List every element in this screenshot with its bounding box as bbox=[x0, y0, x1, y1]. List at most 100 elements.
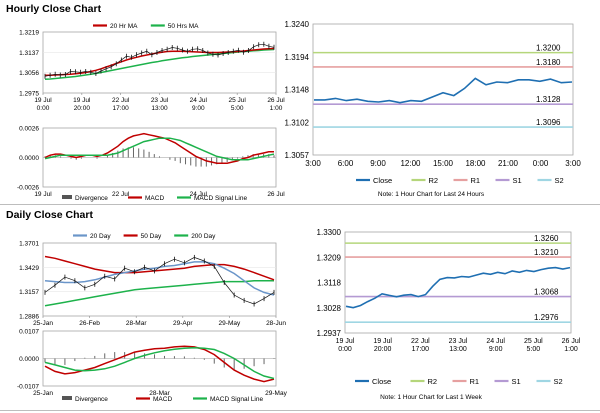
daily-macd-ytick-1: 0.0000 bbox=[19, 356, 39, 363]
hourly-price-legend-label-0: 20 Hr MA bbox=[110, 23, 138, 30]
daily-price-xtick-2: 28-Mar bbox=[126, 320, 147, 327]
hourly-detail-ytick-2: 1.3148 bbox=[285, 86, 310, 95]
hourly-macd-xtick-3: 26 Jul bbox=[267, 191, 285, 198]
daily-detail-ytick-2: 1.3118 bbox=[317, 279, 341, 288]
hourly-detail-xtick-0: 3:00 bbox=[305, 159, 321, 168]
hourly-detail-legend-label-0: Close bbox=[373, 176, 392, 185]
hourly-detail-close-line bbox=[314, 77, 573, 104]
daily-detail-ytick-3: 1.3028 bbox=[317, 304, 342, 313]
hourly-macd-legend-swatch-0 bbox=[62, 195, 72, 199]
hourly-price-close-line bbox=[44, 43, 275, 77]
daily-detail-xtick-time-2: 17:00 bbox=[412, 346, 430, 353]
daily-price-xtick-5: 28-Jun bbox=[266, 320, 286, 327]
daily-price-legend-label-2: 200 Day bbox=[191, 233, 216, 240]
hourly-detail-xtick-8: 3:00 bbox=[565, 159, 581, 168]
daily-detail-legend-label-4: S2 bbox=[554, 377, 563, 386]
hourly-macd-xtick-1: 22 Jul bbox=[112, 191, 130, 198]
daily-detail-close-line bbox=[345, 266, 571, 309]
daily-detail-xtick-time-0: 0:00 bbox=[338, 346, 352, 353]
daily-detail-xtick-time-5: 5:00 bbox=[527, 346, 541, 353]
bottom-divider bbox=[0, 410, 600, 411]
daily-detail-xtick-0: 19 Jul bbox=[336, 338, 355, 345]
hourly-detail-legend-label-4: S2 bbox=[555, 176, 564, 185]
hourly-price-ytick-0: 1.3219 bbox=[19, 30, 39, 37]
daily-macd-divergence-series bbox=[44, 352, 275, 371]
daily-macd-xtick-2: 29-May bbox=[265, 390, 287, 397]
daily-price-xtick-1: 26-Feb bbox=[79, 320, 100, 327]
hourly-detail-xtick-7: 0:00 bbox=[533, 159, 549, 168]
hourly-detail-legend-label-1: R2 bbox=[429, 176, 439, 185]
hourly-price-xtick-5: 25 Jul bbox=[228, 97, 246, 104]
daily-detail-xtick-5: 25 Jul bbox=[524, 338, 543, 345]
hourly-price-xtick-6: 26 Jul bbox=[267, 97, 285, 104]
hourly-macd-legend-label-2: MACD Signal Line bbox=[194, 195, 247, 202]
daily-price-xtick-3: 29-Apr bbox=[173, 320, 193, 327]
hourly-detail-xtick-6: 21:00 bbox=[498, 159, 519, 168]
hourly-macd-xtick-2: 24 Jul bbox=[190, 191, 208, 198]
daily-price-xtick-0: 25-Jan bbox=[33, 320, 53, 327]
hourly-detail-ytick-0: 1.3240 bbox=[285, 20, 310, 29]
hourly-detail-xtick-5: 18:00 bbox=[465, 159, 486, 168]
hourly-price-xtick-0: 19 Jul bbox=[34, 97, 52, 104]
hourly-macd-ytick-0: 0.0026 bbox=[19, 126, 39, 133]
daily-macd-signal-line bbox=[44, 346, 275, 380]
daily-detail-level-label-r2: 1.3260 bbox=[534, 234, 559, 243]
hourly-price-plot-area bbox=[42, 31, 277, 94]
daily-price-legend-label-1: 50 Day bbox=[141, 233, 162, 240]
hourly-detail-level-label-r2: 1.3200 bbox=[536, 44, 561, 53]
daily-macd-ytick-0: 0.0107 bbox=[19, 329, 39, 336]
daily-detail-ytick-4: 1.2937 bbox=[317, 329, 342, 338]
daily-macd-xtick-0: 25-Jan bbox=[33, 390, 53, 397]
daily-price-ytick-1: 1.3429 bbox=[19, 265, 39, 272]
daily-price-ytick-3: 1.2886 bbox=[19, 314, 39, 321]
daily-detail-ytick-1: 1.3209 bbox=[317, 253, 342, 262]
hourly-price-ytick-3: 1.2975 bbox=[19, 91, 39, 98]
daily-macd-legend-label-0: Divergence bbox=[75, 396, 108, 403]
daily-detail-xtick-4: 24 Jul bbox=[486, 338, 505, 345]
hourly-detail-ytick-4: 1.3057 bbox=[285, 151, 310, 160]
hourly-price-xtick-time-3: 13:00 bbox=[151, 105, 168, 112]
daily-detail-ytick-0: 1.3300 bbox=[317, 228, 342, 237]
daily-detail-xtick-3: 23 Jul bbox=[449, 338, 468, 345]
hourly-detail-xtick-1: 6:00 bbox=[338, 159, 354, 168]
daily-detail-xtick-time-6: 1:00 bbox=[564, 346, 578, 353]
daily-detail-xtick-time-4: 9:00 bbox=[489, 346, 503, 353]
daily-detail-xtick-2: 22 Jul bbox=[411, 338, 430, 345]
daily-macd-xtick-1: 28-Mar bbox=[149, 390, 170, 397]
hourly-price-xtick-time-0: 0:00 bbox=[37, 105, 50, 112]
hourly-macd-signal-line bbox=[44, 137, 275, 161]
daily-price-legend-label-0: 20 Day bbox=[90, 233, 111, 240]
daily-macd-legend-label-1: MACD bbox=[153, 396, 172, 403]
hourly-detail-level-label-s2: 1.3096 bbox=[536, 118, 561, 127]
daily-detail-plot-area bbox=[344, 231, 572, 334]
daily-price-plot-area bbox=[42, 242, 277, 317]
daily-price-ytick-2: 1.3157 bbox=[19, 289, 39, 296]
hourly-detail-level-label-s1: 1.3128 bbox=[536, 95, 561, 104]
hourly-macd-legend-label-0: Divergence bbox=[75, 195, 108, 202]
hourly-price-xtick-1: 19 Jul bbox=[73, 97, 91, 104]
hourly-price-ytick-2: 1.3056 bbox=[19, 70, 39, 77]
daily-price-close-line bbox=[44, 257, 275, 305]
daily-detail-note: Note: 1 Hour Chart for Last 1 Week bbox=[380, 394, 483, 401]
hourly-detail-xtick-3: 12:00 bbox=[400, 159, 421, 168]
hourly-detail-legend-label-3: S1 bbox=[513, 176, 522, 185]
hourly-price-xtick-time-4: 9:00 bbox=[192, 105, 205, 112]
hourly-detail-xtick-2: 9:00 bbox=[370, 159, 386, 168]
hourly-detail-level-label-r1: 1.3180 bbox=[536, 58, 561, 67]
hourly-price-xtick-time-2: 17:00 bbox=[113, 105, 130, 112]
hourly-macd-legend-label-1: MACD bbox=[145, 195, 164, 202]
hourly-price-xtick-time-1: 20:00 bbox=[74, 105, 91, 112]
hourly-price-xtick-time-6: 1:00 bbox=[270, 105, 283, 112]
hourly-section-title: Hourly Close Chart bbox=[6, 3, 102, 15]
daily-detail-legend-label-0: Close bbox=[372, 377, 391, 386]
daily-macd-legend-swatch-0 bbox=[62, 396, 72, 400]
hourly-detail-ytick-3: 1.3102 bbox=[285, 118, 310, 127]
hourly-macd-divergence-series bbox=[44, 147, 275, 167]
daily-detail-legend-label-3: S1 bbox=[512, 377, 521, 386]
hourly-detail-plot-area bbox=[312, 23, 574, 156]
hourly-detail-note: Note: 1 Hour Chart for Last 24 Hours bbox=[378, 191, 485, 198]
daily-detail-legend-label-1: R2 bbox=[428, 377, 438, 386]
hourly-detail-ytick-1: 1.3194 bbox=[285, 53, 310, 62]
